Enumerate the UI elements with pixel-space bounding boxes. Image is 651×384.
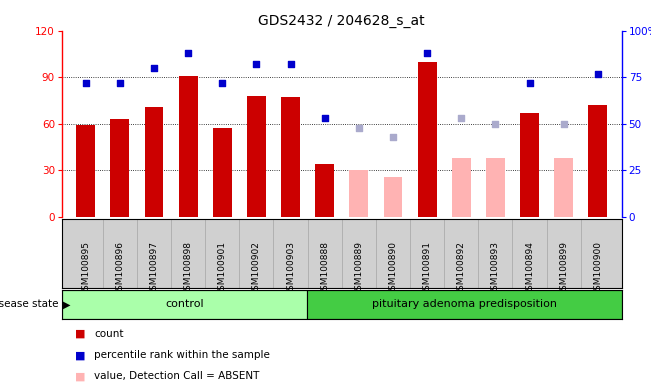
Bar (179, 76, 197, 217)
Bar (213, 129, 232, 217)
Point (388, 134, 398, 140)
Text: control: control (165, 299, 204, 310)
Bar (315, 164, 334, 217)
Point (524, 80, 534, 86)
Point (115, 80, 125, 86)
Title: GDS2432 / 204628_s_at: GDS2432 / 204628_s_at (258, 14, 425, 28)
Bar (145, 107, 163, 217)
Bar (62, 290, 307, 319)
Bar (111, 119, 130, 217)
Bar (76, 126, 95, 217)
Text: count: count (94, 329, 124, 339)
Point (353, 124, 364, 131)
Text: value, Detection Call = ABSENT: value, Detection Call = ABSENT (94, 371, 260, 381)
Text: pituitary adenoma predisposition: pituitary adenoma predisposition (372, 299, 557, 310)
Text: ■: ■ (75, 329, 85, 339)
Point (81, 80, 91, 86)
Bar (418, 62, 437, 217)
Bar (520, 113, 539, 217)
Point (285, 61, 296, 67)
Point (251, 61, 262, 67)
Bar (486, 158, 505, 217)
Bar (281, 98, 300, 217)
Point (422, 50, 432, 56)
Point (149, 65, 159, 71)
Text: percentile rank within the sample: percentile rank within the sample (94, 350, 270, 360)
Bar (383, 177, 402, 217)
Text: ■: ■ (75, 371, 85, 381)
Point (559, 121, 569, 127)
Point (456, 115, 467, 121)
Point (183, 50, 193, 56)
Bar (307, 290, 622, 319)
Text: disease state: disease state (0, 299, 59, 310)
Bar (247, 96, 266, 217)
Point (592, 71, 603, 77)
Bar (452, 158, 471, 217)
Bar (350, 170, 368, 217)
Text: ▶: ▶ (63, 299, 71, 310)
Text: ■: ■ (75, 350, 85, 360)
Point (320, 115, 330, 121)
Point (490, 121, 501, 127)
Bar (554, 158, 573, 217)
Bar (589, 105, 607, 217)
Point (217, 80, 227, 86)
